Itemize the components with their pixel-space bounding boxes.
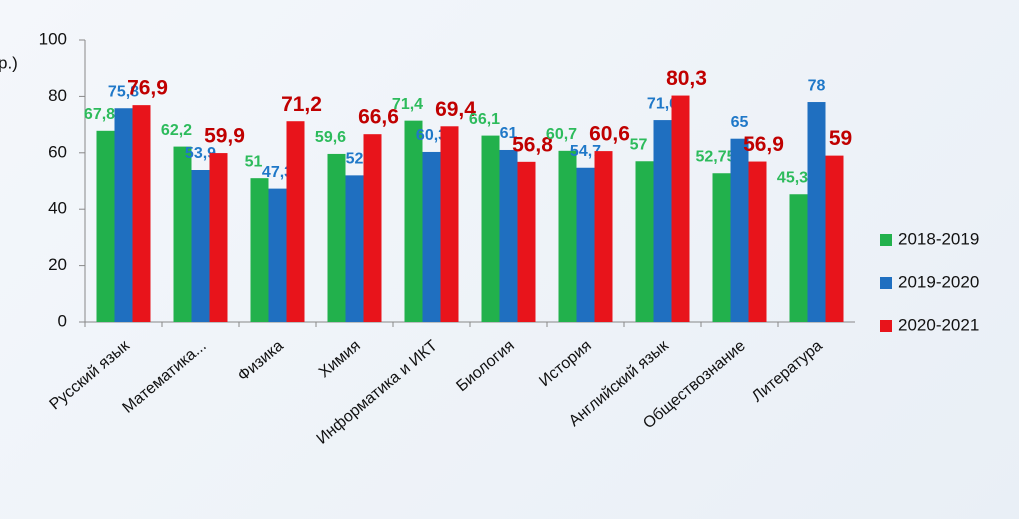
- value-label: 76,9: [127, 77, 168, 100]
- bar: [730, 138, 749, 322]
- value-label: 53,9: [185, 145, 216, 162]
- bar: [712, 173, 731, 322]
- bar: [807, 102, 826, 322]
- x-tick-label: Литература: [749, 337, 826, 405]
- bar: [363, 134, 382, 322]
- bar: [404, 120, 423, 322]
- value-label: 60,3: [416, 127, 447, 144]
- value-label: 71,2: [281, 93, 322, 116]
- bar: [481, 135, 500, 322]
- bar: [132, 105, 151, 322]
- bar: [250, 178, 269, 322]
- legend-label: 2020-2021: [898, 315, 979, 334]
- value-label: 61: [500, 125, 518, 142]
- value-label: 59,9: [204, 125, 245, 148]
- x-tick-label: Биология: [453, 337, 517, 395]
- value-label: 56,8: [512, 133, 553, 156]
- value-label: 71,6: [647, 95, 678, 112]
- bar: [594, 151, 613, 322]
- bar: [748, 161, 767, 322]
- value-label: 59,6: [315, 129, 346, 146]
- y-tick-label: 20: [48, 255, 67, 274]
- value-label: 75,8: [108, 83, 139, 100]
- bar: [635, 161, 654, 322]
- bar: [209, 153, 228, 322]
- y-tick-label: 0: [58, 311, 67, 330]
- bar: [327, 153, 346, 322]
- bar: [173, 146, 192, 322]
- value-label: 60,7: [546, 126, 577, 143]
- x-tick-label: Химия: [316, 337, 364, 381]
- x-tick-label: История: [536, 337, 594, 390]
- legend-label: 2019-2020: [898, 272, 979, 291]
- value-label: 65: [731, 114, 749, 131]
- bar: [671, 95, 690, 322]
- value-label: 67,8: [84, 106, 115, 123]
- y-tick-label: 100: [39, 29, 67, 48]
- legend-swatch: [880, 277, 892, 289]
- value-label: 45,3: [777, 169, 808, 186]
- bar: [558, 150, 577, 322]
- x-tick-label: Математика...: [120, 337, 210, 417]
- value-label: 47,3: [262, 164, 293, 181]
- value-label: 66,1: [469, 111, 500, 128]
- value-label: 80,3: [666, 67, 707, 90]
- legend-swatch: [880, 320, 892, 332]
- bar: [114, 108, 133, 322]
- value-label: 54,7: [570, 143, 601, 160]
- bar: [517, 161, 536, 322]
- legend-label: 2018-2019: [898, 229, 979, 248]
- bar: [653, 120, 672, 322]
- bar: [576, 167, 595, 322]
- bar: [825, 155, 844, 322]
- value-label: 69,4: [435, 98, 476, 121]
- value-label: 59: [829, 127, 852, 150]
- legend-swatch: [880, 234, 892, 246]
- value-label: 78: [808, 77, 826, 94]
- value-label: 52: [346, 151, 364, 168]
- x-tick-label: Физика: [235, 337, 287, 385]
- y-tick-label: 80: [48, 86, 67, 105]
- value-label: 62,2: [161, 122, 192, 139]
- value-label: 52,75: [695, 148, 735, 165]
- bar: [96, 130, 115, 322]
- value-label: 51: [245, 153, 263, 170]
- value-label: 57: [630, 136, 648, 153]
- y-axis-label: р.): [0, 53, 18, 72]
- y-tick-label: 60: [48, 142, 67, 161]
- value-label: 60,6: [589, 123, 630, 146]
- bar: [191, 170, 210, 322]
- value-label: 66,6: [358, 106, 399, 129]
- bar: [440, 126, 459, 323]
- bar: [789, 194, 808, 322]
- value-label: 71,4: [392, 96, 423, 113]
- y-tick-label: 40: [48, 199, 67, 218]
- bar: [499, 149, 518, 322]
- bar: [286, 121, 305, 322]
- bar: [422, 151, 441, 322]
- bar: [345, 175, 364, 322]
- bar: [268, 188, 287, 322]
- value-label: 56,9: [743, 133, 784, 156]
